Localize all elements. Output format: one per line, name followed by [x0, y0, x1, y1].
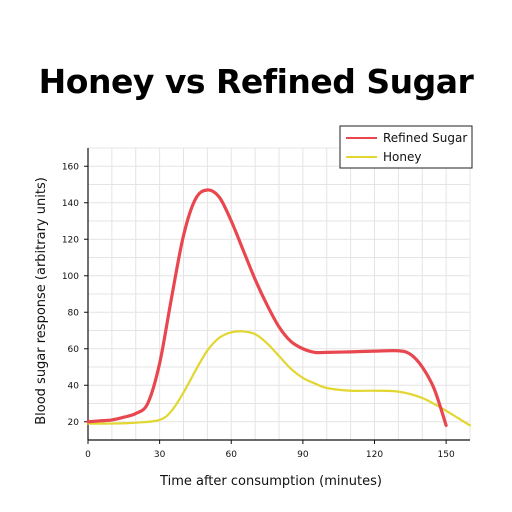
legend-label: Honey [383, 150, 421, 164]
y-tick-label: 80 [68, 308, 80, 318]
legend-box [339, 125, 473, 169]
x-axis-label: Time after consumption (minutes) [159, 474, 382, 489]
series-line-honey [86, 330, 472, 427]
x-tick-label: 150 [438, 450, 455, 460]
y-tick-label: 120 [62, 235, 79, 245]
series-line-refined-sugar [86, 188, 448, 427]
chart-title: Honey vs Refined Sugar [38, 62, 474, 101]
grid [88, 147, 471, 440]
series-lines [86, 188, 472, 427]
tick-labels: 0 30 60 90 120 150 20 40 60 80 100 120 140 160 [62, 162, 455, 460]
y-tick-label: 160 [62, 162, 79, 172]
y-tick-label: 40 [68, 381, 80, 391]
axes [84, 148, 470, 444]
legend-label: Refined Sugar [383, 131, 467, 145]
y-tick-label: 140 [62, 199, 79, 209]
x-tick-label: 120 [366, 450, 383, 460]
y-axis-label: Blood sugar response (arbitrary units) [34, 177, 49, 425]
y-tick-label: 100 [62, 272, 79, 282]
x-tick-label: 30 [154, 450, 166, 460]
x-tick-label: 0 [85, 450, 91, 460]
y-tick-label: 60 [68, 345, 80, 355]
legend: Refined Sugar Honey [339, 125, 473, 169]
x-tick-label: 60 [226, 450, 238, 460]
y-tick-label: 20 [68, 418, 80, 428]
x-tick-label: 90 [297, 450, 309, 460]
